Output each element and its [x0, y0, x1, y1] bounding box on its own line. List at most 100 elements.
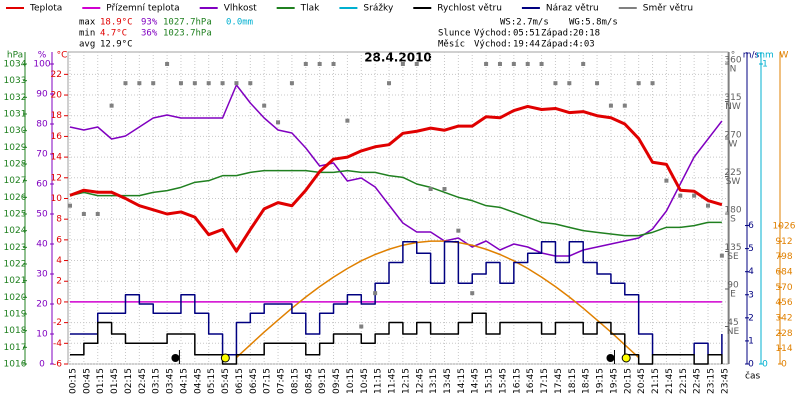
x-tick-label: 21:45: [665, 368, 675, 394]
y-tick-label: 1018: [4, 326, 27, 336]
y-tick-name: NE: [727, 327, 740, 337]
wind-direction-point: [497, 62, 502, 66]
y-tick-label: 2: [56, 277, 62, 287]
axis-title: °C: [57, 51, 68, 61]
x-tick-label: 14:45: [471, 368, 481, 394]
wind-direction-point: [317, 62, 322, 66]
x-tick-label: 02:15: [124, 368, 134, 394]
y-tick-name: N: [730, 65, 737, 75]
y-tick-label: 1: [748, 336, 754, 346]
x-axis-label: čas: [745, 371, 760, 382]
y-tick-name: SE: [727, 252, 739, 262]
x-tick-label: 03:45: [166, 368, 176, 394]
wind-direction-point: [567, 81, 572, 86]
sun-marker: [621, 353, 631, 363]
y-tick-label: 1016: [4, 360, 27, 370]
x-tick-label: 00:15: [69, 368, 79, 394]
x-tick-label: 06:15: [235, 368, 245, 394]
wind-direction-point: [539, 62, 544, 66]
x-tick-label: 09:15: [318, 368, 328, 394]
x-tick-label: 12:15: [401, 368, 411, 394]
moon-set: 4:03: [573, 40, 595, 50]
y-tick-label: 1027: [4, 176, 27, 186]
axis-title: %: [38, 51, 47, 61]
y-tick-label: 6: [56, 235, 62, 245]
stats: max 18.9°C 93% 1027.7hPa 0.0mm min 4.7°C…: [79, 18, 618, 50]
y-tick-label: 1028: [4, 160, 27, 170]
x-tick-label: 00:45: [82, 368, 92, 394]
y-tick-label: -2: [53, 318, 62, 328]
wind-direction-point: [220, 81, 225, 86]
sun-set: 20:18: [573, 29, 600, 39]
x-tick-label: 20:45: [637, 368, 647, 394]
y-tick-label: 225: [724, 168, 741, 178]
x-tick-label: 16:45: [526, 368, 536, 394]
stat-pres: 1023.7hPa: [163, 29, 212, 39]
y-tick-label: 10: [36, 330, 48, 340]
y-tick-label: 6: [748, 221, 754, 231]
x-tick-label: 03:15: [152, 368, 162, 394]
y-tick-label: -4: [53, 339, 62, 349]
y-tick-label: 60: [36, 180, 48, 190]
x-tick-label: 11:45: [388, 368, 398, 394]
y-tick-label: 0: [56, 297, 62, 307]
y-tick-label: 1022: [4, 260, 27, 270]
wind-direction-point: [165, 62, 170, 66]
y-tick-label: 5: [748, 244, 754, 254]
y-tick-label: 14: [51, 153, 63, 163]
x-tick-label: 05:15: [207, 368, 217, 394]
wind-direction-point: [192, 81, 197, 86]
y-tick-label: 90: [727, 281, 739, 291]
legend-label: Směr větru: [643, 4, 693, 14]
x-tick-label: 19:45: [609, 368, 619, 394]
y-tick-name: E: [730, 290, 736, 300]
y-tick-label: 4: [748, 267, 754, 277]
y-tick-label: 4: [56, 256, 62, 266]
legend-label: Vlhkost: [224, 4, 257, 14]
y-tick-label: 8: [56, 215, 62, 225]
y-tick-label: 798: [775, 252, 792, 262]
x-tick-label: 13:15: [429, 368, 439, 394]
y-tick-label: 0: [781, 360, 787, 370]
wind-direction-point: [331, 62, 336, 66]
y-tick-label: 40: [36, 240, 48, 250]
y-tick-label: 16: [51, 132, 63, 142]
x-tick-label: 01:45: [110, 368, 120, 394]
axis-title: hPa: [7, 51, 23, 61]
wind-direction-point: [525, 62, 530, 66]
series-line: [70, 312, 723, 365]
y-tick-label: 1031: [4, 110, 27, 120]
y-tick-label: 1023: [4, 243, 27, 253]
chart-title: 28.4.2010: [364, 51, 432, 65]
y-tick-label: 1030: [4, 126, 27, 136]
sun-label: Slunce: [438, 29, 471, 39]
y-tick-label: 0: [762, 360, 768, 370]
x-tick-label: 15:15: [485, 368, 495, 394]
y-tick-label: -6: [53, 360, 62, 370]
wind-direction-point: [608, 103, 613, 108]
x-tick-label: 15:45: [498, 368, 508, 394]
y-tick-label: 1017: [4, 343, 27, 353]
stat-temp: 12.9°C: [100, 40, 133, 50]
wind-direction-point: [303, 62, 308, 66]
y-tick-label: 342: [775, 313, 792, 323]
stat-label: max: [79, 18, 96, 28]
stat-temp: 18.9°C: [100, 18, 133, 28]
wind-stat: WG:5.8m/s: [569, 18, 618, 28]
wind-direction-point: [511, 62, 516, 66]
sun-marker: [220, 353, 230, 363]
stat-label: avg: [79, 40, 95, 50]
wind-direction-point: [262, 103, 267, 108]
wind-direction-point: [248, 81, 253, 86]
stat-hum: 36%: [141, 29, 158, 39]
wind-direction-point: [276, 120, 281, 125]
y-tick-label: 0: [39, 360, 45, 370]
stat-temp: 4.7°C: [100, 29, 127, 39]
legend-label: Teplota: [29, 4, 62, 14]
x-tick-label: 05:45: [221, 368, 231, 394]
axis-title: mm: [756, 51, 774, 61]
y-tick-label: 70: [36, 150, 48, 160]
y-tick-label: 360: [724, 56, 741, 66]
wind-direction-point: [178, 81, 183, 86]
